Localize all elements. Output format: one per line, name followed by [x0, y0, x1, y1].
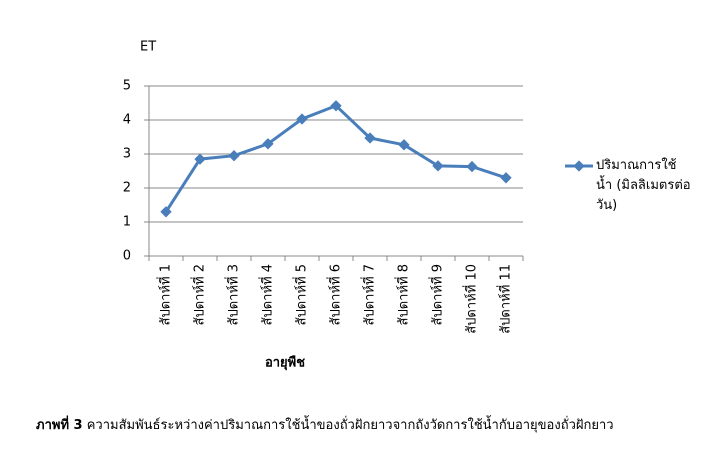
y-tick-label: 3 — [123, 147, 131, 162]
y-tick-label: 2 — [123, 181, 131, 196]
y-tick-label: 0 — [123, 249, 131, 264]
x-axis-title: อายุพืช — [265, 355, 305, 371]
y-tick-label: 4 — [123, 113, 131, 128]
y-tick-label: 5 — [123, 79, 131, 94]
caption: ภาพที่ 3 ความสัมพันธ์ระหว่างค่าปริมาณการ… — [36, 414, 614, 435]
x-tick-label: สัปดาห์ที่ 1 — [157, 264, 174, 325]
data-marker — [160, 206, 172, 218]
y-axis-title: ET — [140, 40, 156, 55]
caption-text: ความสัมพันธ์ระหว่างค่าปริมาณการใช้น้ำของ… — [86, 418, 614, 433]
x-tick-label: สัปดาห์ที่ 3 — [225, 264, 242, 325]
x-tick-label: สัปดาห์ที่ 6 — [327, 264, 344, 325]
data-marker — [262, 138, 274, 150]
data-marker — [228, 150, 240, 162]
data-line — [164, 103, 507, 213]
caption-label: ภาพที่ 3 — [36, 418, 83, 433]
data-marker — [432, 160, 444, 172]
data-marker — [398, 139, 410, 151]
x-tick-label: สัปดาห์ที่ 10 — [463, 264, 480, 334]
legend-label: ปริมาณการใช้น้ำ (มิลลิเมตรต่อวัน) — [596, 158, 691, 213]
data-marker — [364, 132, 376, 144]
x-tick-label: สัปดาห์ที่ 4 — [259, 264, 276, 325]
x-tick-label: สัปดาห์ที่ 7 — [361, 264, 378, 325]
x-tick-label: สัปดาห์ที่ 8 — [395, 264, 412, 325]
x-tick-label: สัปดาห์ที่ 5 — [293, 264, 310, 325]
legend-marker — [573, 160, 585, 172]
data-marker — [194, 153, 206, 165]
data-marker — [500, 172, 512, 184]
x-tick-label: สัปดาห์ที่ 11 — [497, 264, 514, 334]
x-tick-label: สัปดาห์ที่ 2 — [191, 264, 208, 325]
data-marker — [466, 160, 478, 173]
y-tick-label: 1 — [123, 215, 131, 230]
x-tick-label: สัปดาห์ที่ 9 — [429, 264, 446, 325]
